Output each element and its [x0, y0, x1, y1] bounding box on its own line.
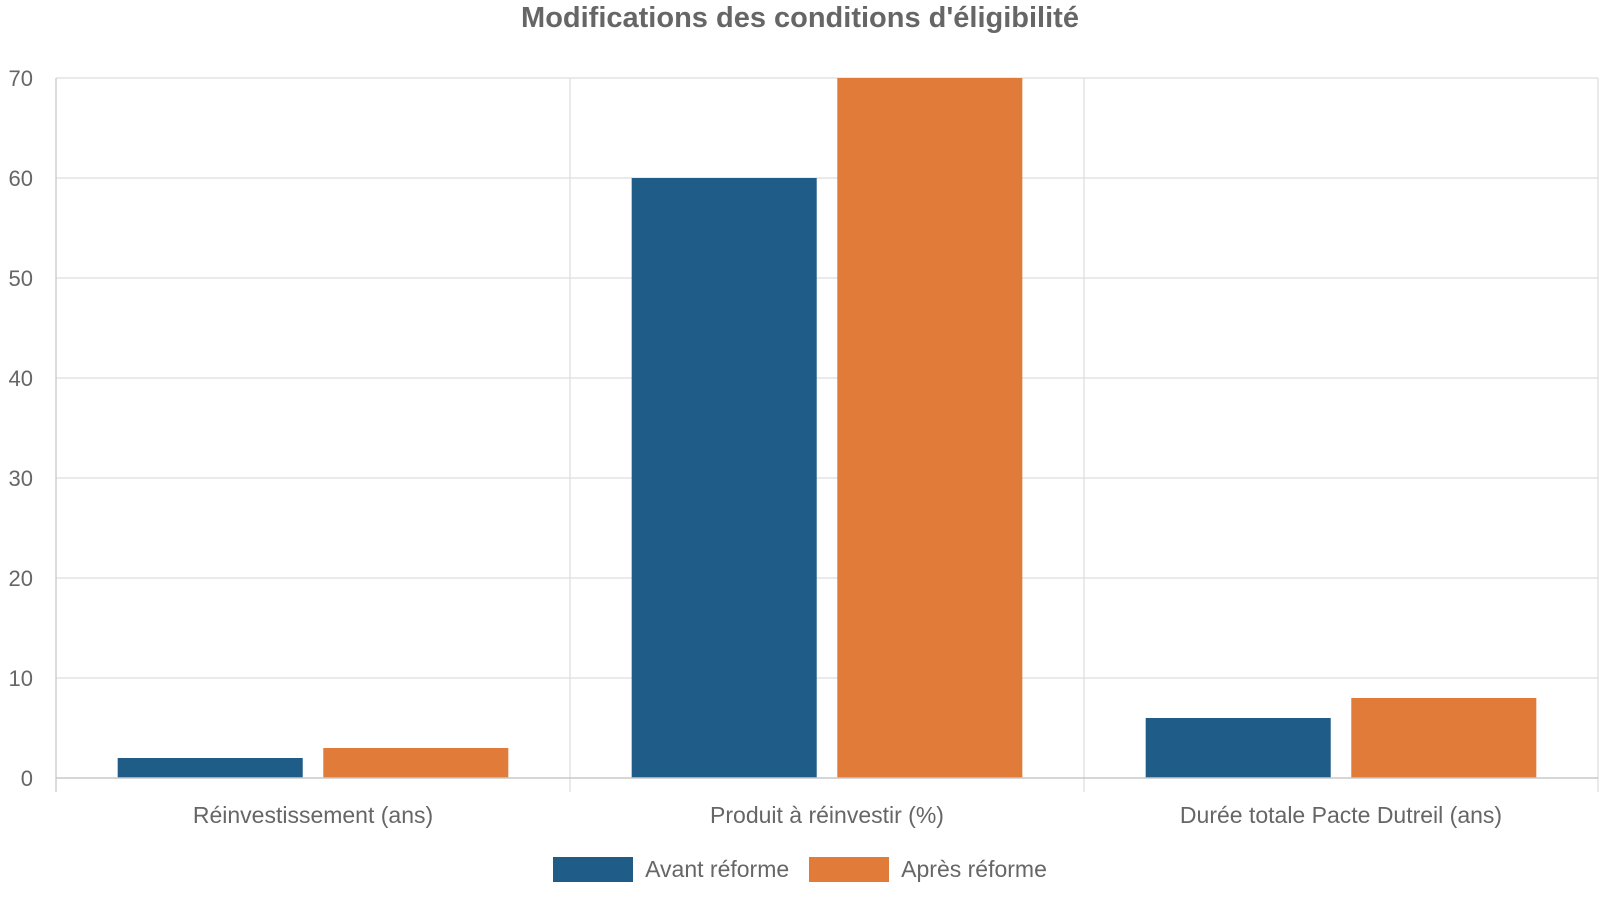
legend-label-series-1: Avant réforme: [645, 856, 790, 882]
bar-series-2-category-1[interactable]: [323, 748, 509, 778]
y-tick-label: 10: [9, 666, 33, 691]
bar-series-1-category-2[interactable]: [631, 178, 817, 778]
y-tick-label: 60: [9, 166, 33, 191]
bar-series-2-category-3[interactable]: [1351, 698, 1537, 778]
y-tick-label: 70: [9, 66, 33, 91]
x-tick-label: Durée totale Pacte Dutreil (ans): [1180, 802, 1502, 828]
bar-series-1-category-3[interactable]: [1145, 718, 1331, 778]
y-tick-label: 50: [9, 266, 33, 291]
grid-lines: [55, 77, 1599, 792]
y-tick-label: 40: [9, 366, 33, 391]
y-tick-label: 30: [9, 466, 33, 491]
legend-swatch-series-2: [809, 857, 890, 882]
x-tick-label: Réinvestissement (ans): [193, 802, 433, 828]
chart-title: Modifications des conditions d'éligibili…: [521, 2, 1079, 34]
x-tick-label: Produit à réinvestir (%): [710, 802, 944, 828]
bar-series-2-category-2[interactable]: [837, 78, 1023, 778]
legend-item-series-1[interactable]: Avant réforme: [553, 856, 789, 883]
legend: Avant réforme Après réforme: [0, 856, 1600, 883]
legend-label-series-2: Après réforme: [901, 856, 1047, 882]
bar-series-1-category-1[interactable]: [117, 758, 303, 778]
bars: [117, 78, 1537, 778]
y-tick-label: 20: [9, 566, 33, 591]
legend-item-series-2[interactable]: Après réforme: [809, 856, 1047, 883]
legend-swatch-series-1: [553, 857, 634, 882]
y-tick-label: 0: [21, 766, 33, 791]
axes: 0 10 20 30 40 50 60 70 Réinvestissement (ans) Pro…: [9, 66, 1598, 828]
